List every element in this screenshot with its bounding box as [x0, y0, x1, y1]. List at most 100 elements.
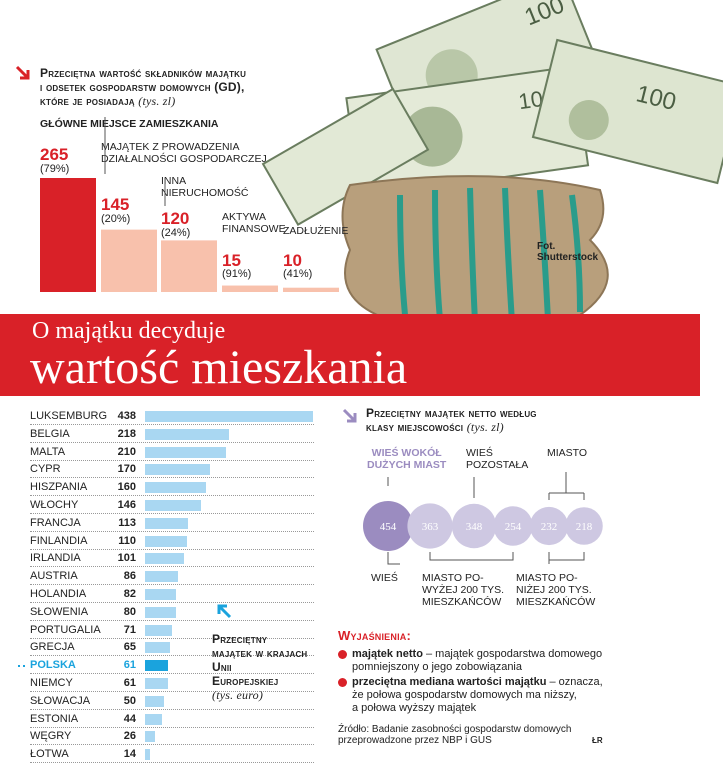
- class-bubble-label: 218: [576, 521, 593, 533]
- top-chart-unit: (tys. zl): [138, 94, 176, 108]
- eu-country-label: Malta: [30, 445, 66, 458]
- class-chart: 454 363 348 254 232 218: [340, 440, 620, 580]
- eu-country-label: Polska: [30, 659, 76, 672]
- eu-bar: [145, 695, 165, 707]
- legend-text-1: – majątek gospodarstwa domowego: [422, 648, 603, 660]
- eu-caption-line2: majątek w krajach: [212, 646, 308, 660]
- eu-value-label: 44: [123, 712, 136, 725]
- eu-row-divider: [30, 513, 314, 514]
- eu-value-label: 113: [118, 516, 136, 529]
- eu-row-divider: [30, 459, 314, 461]
- eu-value-label: 110: [118, 534, 136, 547]
- label-mponiz-2: niżej 200 tys.: [516, 584, 592, 596]
- eu-row-divider: [30, 548, 314, 550]
- eu-row-divider: [30, 655, 314, 657]
- eu-row-divider: [30, 530, 314, 532]
- eu-bar: [145, 500, 201, 511]
- headline-banner: O majątku decyduje wartość mieszkania: [0, 314, 700, 396]
- eu-bar: [145, 731, 155, 743]
- eu-country-label: Niemcy: [30, 677, 73, 689]
- class-connector: [429, 552, 514, 561]
- label-miasto-ponizej: Miasto po- niżej 200 tys. mieszkańców: [516, 572, 595, 608]
- eu-row-divider: [30, 744, 314, 746]
- eu-row-divider: [30, 637, 314, 639]
- label-mponiz-1: Miasto po-: [516, 572, 578, 584]
- headline-line1: O majątku decyduje: [32, 318, 226, 344]
- photo-credit-line2: Shutterstock: [537, 252, 599, 263]
- eu-bar: [145, 642, 170, 654]
- top-cat-2-label: Inna nieruchomość: [161, 175, 249, 199]
- eu-value-label: 438: [117, 410, 136, 422]
- top-chart-arrow-icon: [14, 64, 32, 87]
- class-bubble: [493, 506, 533, 546]
- label-mpow-3: mieszkańców: [422, 596, 502, 608]
- eu-country-label: Estonia: [30, 712, 79, 725]
- eu-country-label: Francja: [30, 516, 81, 529]
- top-share-4: (41%): [283, 268, 313, 280]
- eu-country-label: Luksemburg: [30, 410, 108, 422]
- money-bag-photo: 100 100 100: [250, 0, 723, 330]
- top-share-3: (91%): [222, 268, 252, 280]
- eu-chart-caption: Przeciętny majątek w krajach Unii Europe…: [212, 632, 322, 702]
- eu-row-divider: [30, 673, 314, 675]
- label-wies-wokol: Wieś wokół dużych miast: [367, 447, 446, 471]
- eu-value-label: 82: [123, 588, 136, 600]
- label-mpow-1: Miasto po-: [422, 572, 484, 584]
- eu-bar: [145, 624, 173, 636]
- label-mpow-2: wyżej 200 tys.: [422, 584, 505, 596]
- eu-bar: [145, 678, 169, 689]
- class-bubble: [451, 503, 497, 549]
- eu-country-label: Włochy: [30, 499, 79, 511]
- eu-country-label: Belgia: [30, 427, 70, 440]
- eu-bar: [145, 606, 176, 618]
- legend-bullet-1: [338, 650, 347, 659]
- source-line1: Źródło: Badanie zasobności gospodarstw d…: [338, 724, 572, 735]
- eu-value-label: 61: [123, 659, 136, 672]
- top-value-3: 15: [222, 251, 241, 270]
- eu-value-label: 61: [123, 677, 136, 689]
- eu-caption-arrow-icon: [214, 601, 234, 626]
- legend-text-2c: a połowa wyższy majątek: [352, 702, 477, 714]
- eu-value-label: 65: [123, 641, 136, 654]
- eu-bar: [145, 535, 188, 547]
- top-cat-1-label: Majątek z prowadzenia działalności gospo…: [101, 141, 267, 165]
- eu-value-label: 80: [123, 605, 136, 618]
- author-mark: ŁR: [592, 736, 603, 745]
- top-cat-3-line1: Aktywa: [222, 211, 266, 223]
- class-chart-title: Przeciętny majątek netto według klasy mi…: [366, 406, 666, 434]
- eu-value-label: 71: [123, 623, 136, 636]
- eu-row-divider: [30, 584, 314, 586]
- eu-bar: [145, 589, 177, 600]
- class-connector: [548, 472, 585, 500]
- top-cat-4-label: Zadłużenie: [283, 225, 349, 237]
- top-chart-title: Przeciętna wartość składników majątku i …: [40, 66, 310, 108]
- eu-value-label: 170: [117, 463, 136, 476]
- highlight-marker: [18, 665, 25, 668]
- eu-caption-line4: Europejskiej: [212, 674, 279, 688]
- eu-country-label: Grecja: [30, 641, 75, 654]
- class-chart-title-line1: Przeciętny majątek netto według: [366, 406, 537, 420]
- eu-row-divider: [30, 708, 314, 710]
- eu-row-divider: [30, 566, 314, 568]
- top-cat-3-line2: finansowe: [222, 223, 286, 235]
- legend-title: Wyjaśnienia:: [338, 628, 412, 643]
- top-share-2: (24%): [161, 227, 191, 239]
- top-cat-1-line2: działalności gospodarczej: [101, 153, 267, 165]
- eu-row-divider: [30, 495, 314, 497]
- top-value-0: 265: [40, 145, 69, 164]
- label-wies-pozostala: Wieś pozostała: [466, 447, 528, 471]
- label-miasto: Miasto: [547, 447, 588, 459]
- eu-row-divider: [30, 691, 314, 692]
- eu-country-label: Cypr: [30, 463, 61, 476]
- eu-country-label: Holandia: [30, 588, 87, 600]
- money-bag-illustration: 100 100 100: [261, 0, 723, 325]
- class-bubble-label: 254: [505, 521, 522, 533]
- photo-credit: Fot. Shutterstock: [537, 241, 598, 263]
- eu-bar: [145, 553, 184, 565]
- top-cat-1-line1: Majątek z prowadzenia: [101, 141, 240, 153]
- class-connector: [548, 552, 585, 564]
- eu-bar: [145, 571, 178, 583]
- eu-row-divider: [30, 602, 314, 603]
- label-miasto-powyzej: Miasto po- wyżej 200 tys. mieszkańców: [422, 572, 504, 608]
- class-bubble: [407, 503, 453, 549]
